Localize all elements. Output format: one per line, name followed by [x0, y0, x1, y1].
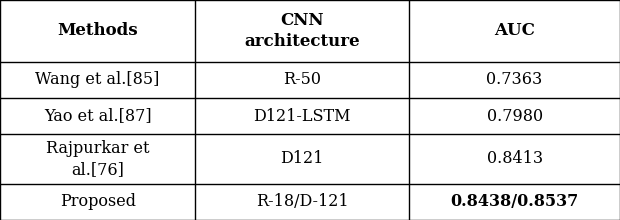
Text: 0.8413: 0.8413	[487, 150, 542, 167]
Text: AUC: AUC	[494, 22, 535, 39]
Text: R-50: R-50	[283, 71, 321, 88]
Text: CNN
architecture: CNN architecture	[244, 12, 360, 50]
Text: 0.8438/0.8537: 0.8438/0.8537	[451, 193, 578, 210]
Text: 0.7363: 0.7363	[487, 71, 542, 88]
Text: Yao et al.[87]: Yao et al.[87]	[44, 108, 151, 125]
Text: Proposed: Proposed	[60, 193, 136, 210]
Text: Wang et al.[85]: Wang et al.[85]	[35, 71, 160, 88]
Text: D121-LSTM: D121-LSTM	[254, 108, 351, 125]
Text: D121: D121	[281, 150, 324, 167]
Text: Rajpurkar et
al.[76]: Rajpurkar et al.[76]	[46, 140, 149, 178]
Text: 0.7980: 0.7980	[487, 108, 542, 125]
Text: Methods: Methods	[57, 22, 138, 39]
Text: R-18/D-121: R-18/D-121	[256, 193, 348, 210]
